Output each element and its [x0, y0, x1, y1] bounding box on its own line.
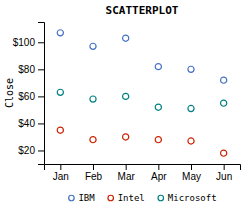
y-tick-label: $60 [18, 91, 35, 102]
y-tick: $100 [13, 37, 44, 48]
point [123, 134, 129, 140]
point [57, 30, 63, 36]
y-axis-title: Close [4, 78, 15, 108]
point [188, 138, 194, 144]
y-tick: $80 [18, 64, 44, 75]
x-axis-line [45, 165, 241, 171]
y-tick-mark [38, 96, 44, 97]
x-tick-label: Mar [118, 171, 136, 182]
x-tick: May [182, 164, 201, 182]
y-tick: $60 [18, 91, 44, 102]
y-tick: $20 [18, 145, 44, 156]
point [155, 104, 161, 110]
legend-label: IBM [78, 193, 95, 203]
title: SCATTERPLOT [106, 4, 179, 17]
legend-label: Microsoft [168, 193, 217, 203]
point [123, 93, 129, 99]
y-tick-mark [38, 150, 44, 151]
point [221, 77, 227, 83]
y-tick: $40 [18, 118, 44, 129]
y-tick-mark [38, 123, 44, 124]
x-tick: Jan [53, 164, 69, 182]
x-tick-mark [191, 164, 192, 170]
legend-marker [158, 195, 164, 201]
point [155, 137, 161, 143]
marks [57, 30, 227, 157]
y-tick-mark [38, 42, 44, 43]
x-tick-label: Feb [85, 171, 103, 182]
x-tick: Apr [151, 164, 167, 182]
x-tick-mark [60, 164, 61, 170]
point [57, 89, 63, 95]
x-tick-label: Apr [151, 171, 167, 182]
y-axis: $20 $40 $60 $80 $100 [13, 23, 45, 165]
x-tick-label: Jun [216, 171, 232, 182]
series [57, 127, 227, 156]
y-tick-label: $20 [18, 145, 35, 156]
x-tick-mark [158, 164, 159, 170]
legend-marker [108, 195, 114, 201]
legend-item: Microsoft [158, 193, 217, 203]
x-tick-mark [224, 164, 225, 170]
legend-item: Intel [108, 193, 145, 203]
x-tick: Feb [85, 164, 103, 182]
y-tick-mark [38, 69, 44, 70]
point [221, 100, 227, 106]
x-tick-label: Jan [53, 171, 69, 182]
point [123, 35, 129, 41]
point [57, 127, 63, 133]
y-tick-label: $40 [18, 118, 35, 129]
legend-label: Intel [118, 193, 145, 203]
series [57, 30, 227, 84]
x-tick-mark [93, 164, 94, 170]
point [90, 43, 96, 49]
point [221, 150, 227, 156]
x-tick-mark [126, 164, 127, 170]
point [90, 137, 96, 143]
point [155, 64, 161, 70]
chart: Jan Feb Mar Apr May Jun $20 $40 $60 $80 $100 SCATTE… [0, 0, 250, 210]
legend-item: IBM [69, 193, 96, 203]
x-tick: Mar [118, 164, 136, 182]
y-tick-label: $100 [13, 37, 36, 48]
series [57, 89, 227, 111]
y-axis-line [38, 23, 45, 165]
plot: Jan Feb Mar Apr May Jun $20 $40 $60 $80 $100 [13, 23, 241, 183]
legend-marker [69, 195, 75, 201]
x-tick-label: May [182, 171, 201, 182]
point [188, 105, 194, 111]
point [188, 66, 194, 72]
point [90, 96, 96, 102]
legend: IBM Intel Microsoft [69, 193, 217, 203]
y-tick-label: $80 [18, 64, 35, 75]
x-axis: Jan Feb Mar Apr May Jun [45, 164, 241, 182]
x-tick: Jun [216, 164, 232, 182]
